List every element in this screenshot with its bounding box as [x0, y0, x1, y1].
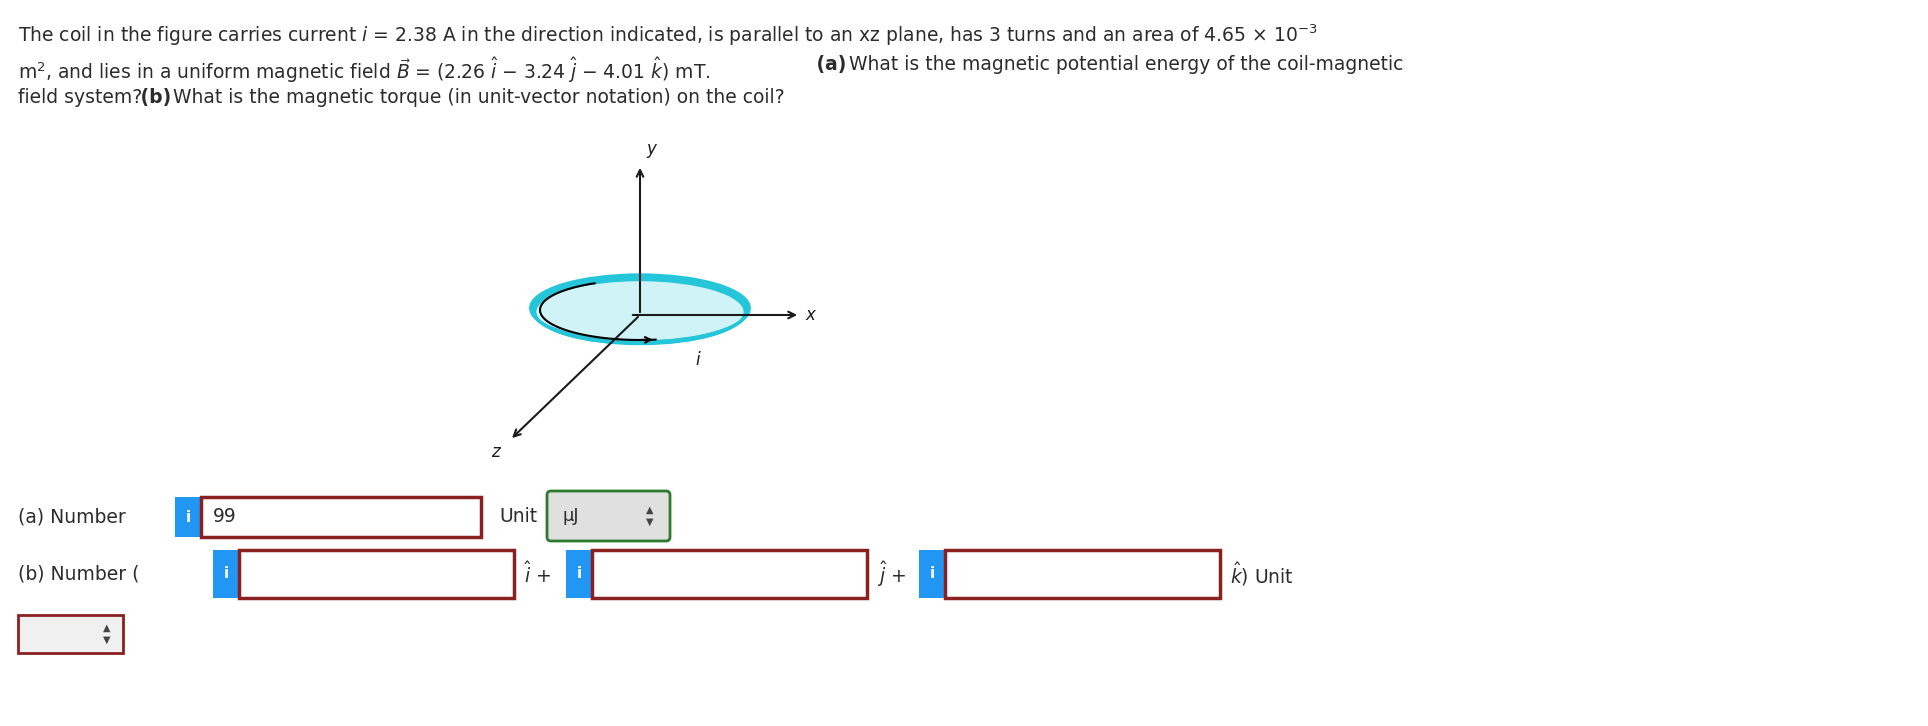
Text: i: i [224, 566, 229, 582]
Text: (a) Number: (a) Number [17, 507, 125, 526]
Text: (b) Number (: (b) Number ( [17, 565, 139, 584]
Text: $\hat{i}$ +: $\hat{i}$ + [524, 561, 551, 587]
Text: $i$: $i$ [694, 351, 702, 369]
Text: ▲: ▲ [646, 505, 654, 515]
Text: What is the magnetic torque (in unit-vector notation) on the coil?: What is the magnetic torque (in unit-vec… [168, 88, 785, 107]
FancyBboxPatch shape [239, 550, 515, 598]
Text: i: i [185, 510, 191, 524]
Text: x: x [806, 306, 816, 324]
FancyBboxPatch shape [17, 615, 123, 653]
Text: The coil in the figure carries current $i$ = 2.38 A in the direction indicated, : The coil in the figure carries current $… [17, 22, 1317, 47]
Text: i: i [929, 566, 935, 582]
Text: (b): (b) [135, 88, 172, 107]
Text: $\hat{k}$) Unit: $\hat{k}$) Unit [1230, 560, 1294, 588]
Text: Unit: Unit [499, 507, 538, 526]
Text: i: i [576, 566, 582, 582]
FancyBboxPatch shape [548, 491, 671, 541]
Text: ▼: ▼ [104, 635, 110, 645]
Text: (a): (a) [810, 55, 846, 74]
Text: 99: 99 [212, 507, 237, 526]
Text: field system?: field system? [17, 88, 143, 107]
Text: ▲: ▲ [104, 623, 110, 633]
Ellipse shape [534, 278, 744, 342]
FancyBboxPatch shape [567, 550, 592, 598]
Text: y: y [646, 140, 656, 158]
Text: z: z [492, 443, 499, 461]
Text: ▼: ▼ [646, 517, 654, 527]
FancyBboxPatch shape [212, 550, 239, 598]
FancyBboxPatch shape [945, 550, 1220, 598]
FancyBboxPatch shape [920, 550, 945, 598]
Text: m$^2$, and lies in a uniform magnetic field $\vec{B}$ = (2.26 $\hat{i}$ − 3.24 $: m$^2$, and lies in a uniform magnetic fi… [17, 55, 710, 85]
FancyBboxPatch shape [201, 497, 480, 537]
FancyBboxPatch shape [592, 550, 868, 598]
Text: $\hat{j}$ +: $\hat{j}$ + [877, 559, 906, 589]
Text: μJ: μJ [563, 507, 580, 525]
Text: What is the magnetic potential energy of the coil-magnetic: What is the magnetic potential energy of… [843, 55, 1404, 74]
FancyBboxPatch shape [175, 497, 201, 537]
